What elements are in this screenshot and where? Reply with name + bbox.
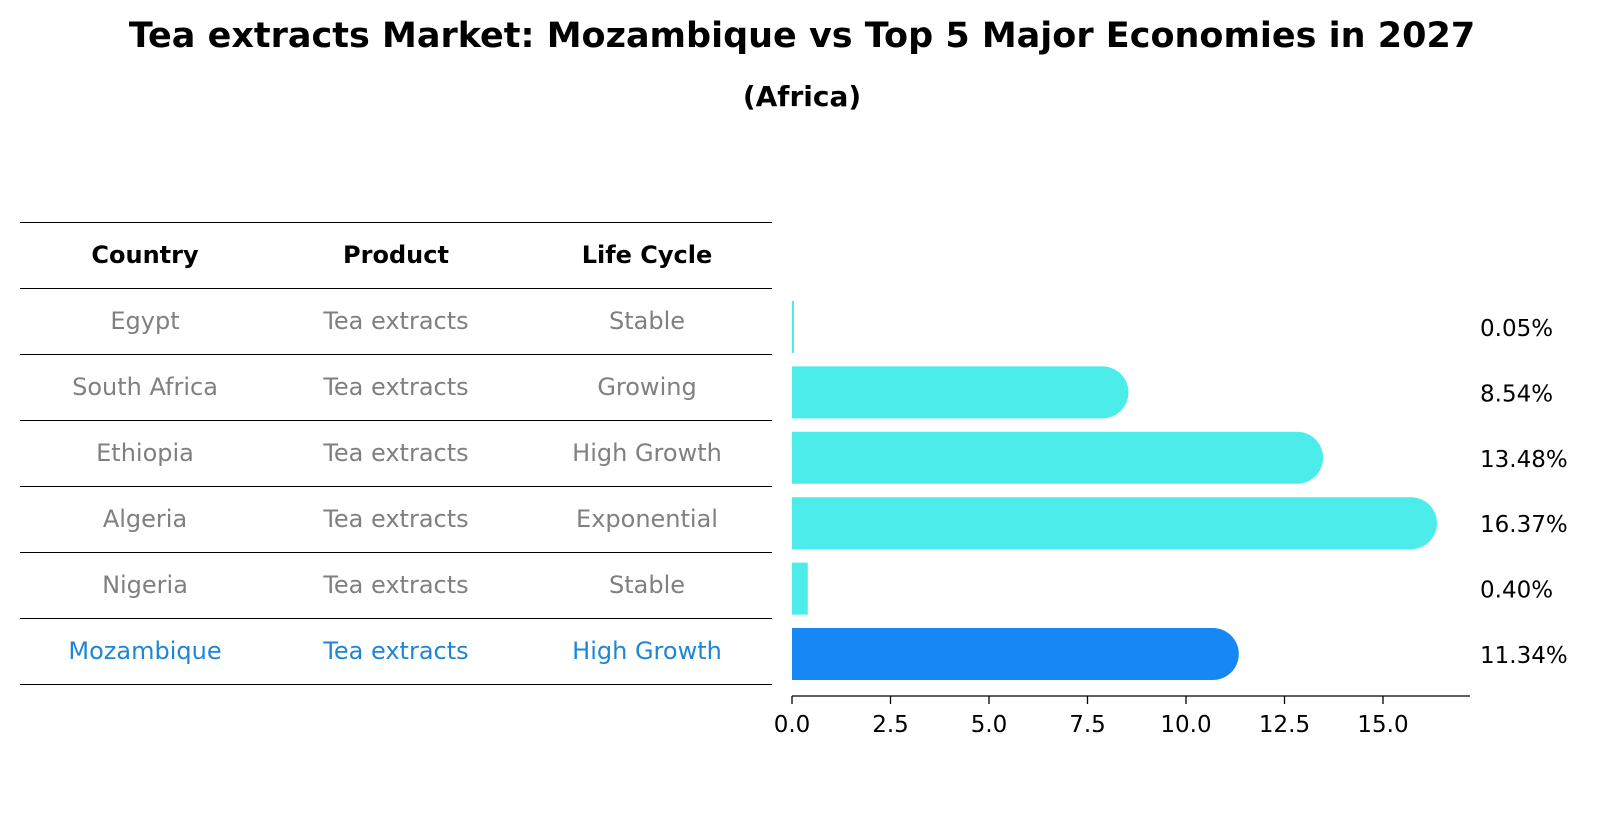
- value-label: 16.37%: [1480, 512, 1568, 538]
- table-cell: Tea extracts: [323, 637, 469, 665]
- bar-nigeria: [792, 562, 808, 615]
- x-tick-label: 0.0: [774, 712, 811, 738]
- table-rule: [20, 354, 772, 355]
- bar-algeria: [792, 497, 1437, 550]
- x-tick-label: 15.0: [1357, 712, 1408, 738]
- table-cell: Tea extracts: [323, 439, 469, 467]
- table-cell: Mozambique: [68, 637, 222, 665]
- value-label: 13.48%: [1480, 447, 1568, 473]
- bar-ethiopia: [792, 431, 1324, 484]
- table-cell: Ethiopia: [96, 439, 194, 467]
- value-label: 0.40%: [1480, 578, 1553, 604]
- x-tick-label: 5.0: [971, 712, 1008, 738]
- table-rule: [20, 288, 772, 289]
- bar-mozambique: [792, 628, 1239, 680]
- table-cell: Tea extracts: [323, 505, 469, 533]
- table-rule: [20, 486, 772, 487]
- table-header: Product: [343, 241, 449, 269]
- bar-egypt: [792, 301, 794, 353]
- x-tick-label: 2.5: [872, 712, 909, 738]
- value-label: 11.34%: [1480, 643, 1568, 669]
- table-cell: Stable: [608, 571, 686, 599]
- table-cell: Tea extracts: [323, 307, 469, 335]
- value-label: 8.54%: [1480, 381, 1553, 407]
- table-cell: Stable: [608, 307, 686, 335]
- bar-south-africa: [792, 366, 1129, 419]
- x-tick-label: 7.5: [1069, 712, 1106, 738]
- table-cell: Growing: [597, 373, 697, 401]
- x-tick-label: 12.5: [1259, 712, 1310, 738]
- table-cell: South Africa: [72, 373, 218, 401]
- table-rule: [20, 552, 772, 553]
- table-rule: [20, 222, 772, 223]
- table-header: Life Cycle: [581, 241, 713, 269]
- table-rule: [20, 684, 772, 685]
- x-tick-label: 10.0: [1160, 712, 1211, 738]
- table-cell: Egypt: [110, 307, 180, 335]
- chart-subtitle: (Africa): [742, 80, 862, 113]
- table-cell: Algeria: [102, 505, 188, 533]
- table-cell: Tea extracts: [323, 373, 469, 401]
- table-rule: [20, 420, 772, 421]
- table-cell: Exponential: [576, 505, 718, 533]
- table-cell: High Growth: [572, 637, 722, 665]
- table-cell: Tea extracts: [323, 571, 469, 599]
- table-cell: Nigeria: [102, 571, 188, 599]
- table-header: Country: [91, 241, 199, 269]
- table-cell: High Growth: [572, 439, 722, 467]
- chart-title: Tea extracts Market: Mozambique vs Top 5…: [128, 16, 1476, 56]
- value-label: 0.05%: [1480, 316, 1553, 342]
- table-rule: [20, 618, 772, 619]
